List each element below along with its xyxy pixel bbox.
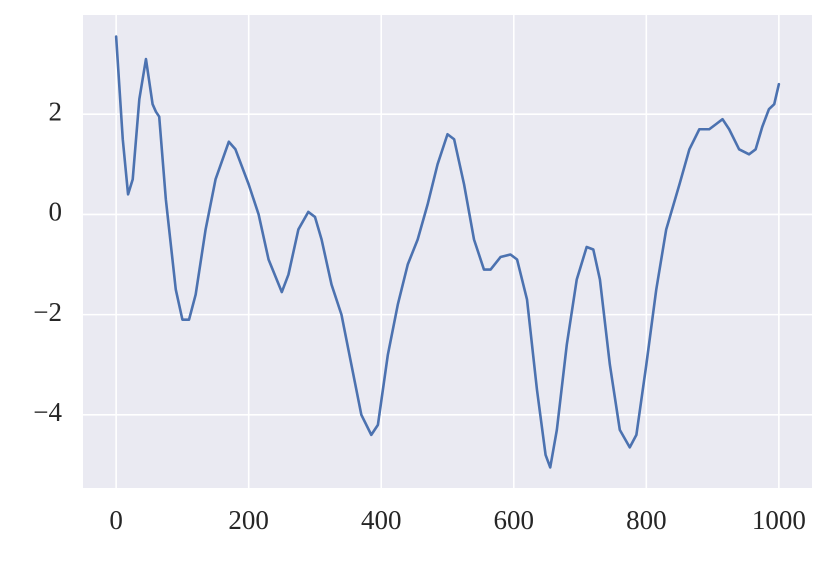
y-tick-label: 0	[49, 197, 63, 227]
line	[114, 35, 781, 469]
y-tick-label: 2	[49, 96, 63, 126]
x-tick-label: 200	[228, 505, 269, 535]
x-tick-label: 800	[626, 505, 667, 535]
x-tick-label: 1000	[752, 505, 806, 535]
plot-area	[83, 15, 812, 488]
y-tick-label: −4	[33, 397, 62, 427]
x-tick-label: 0	[109, 505, 123, 535]
y-tick-label: −2	[33, 297, 62, 327]
x-tick-label: 400	[361, 505, 402, 535]
x-tick-label: 600	[494, 505, 535, 535]
